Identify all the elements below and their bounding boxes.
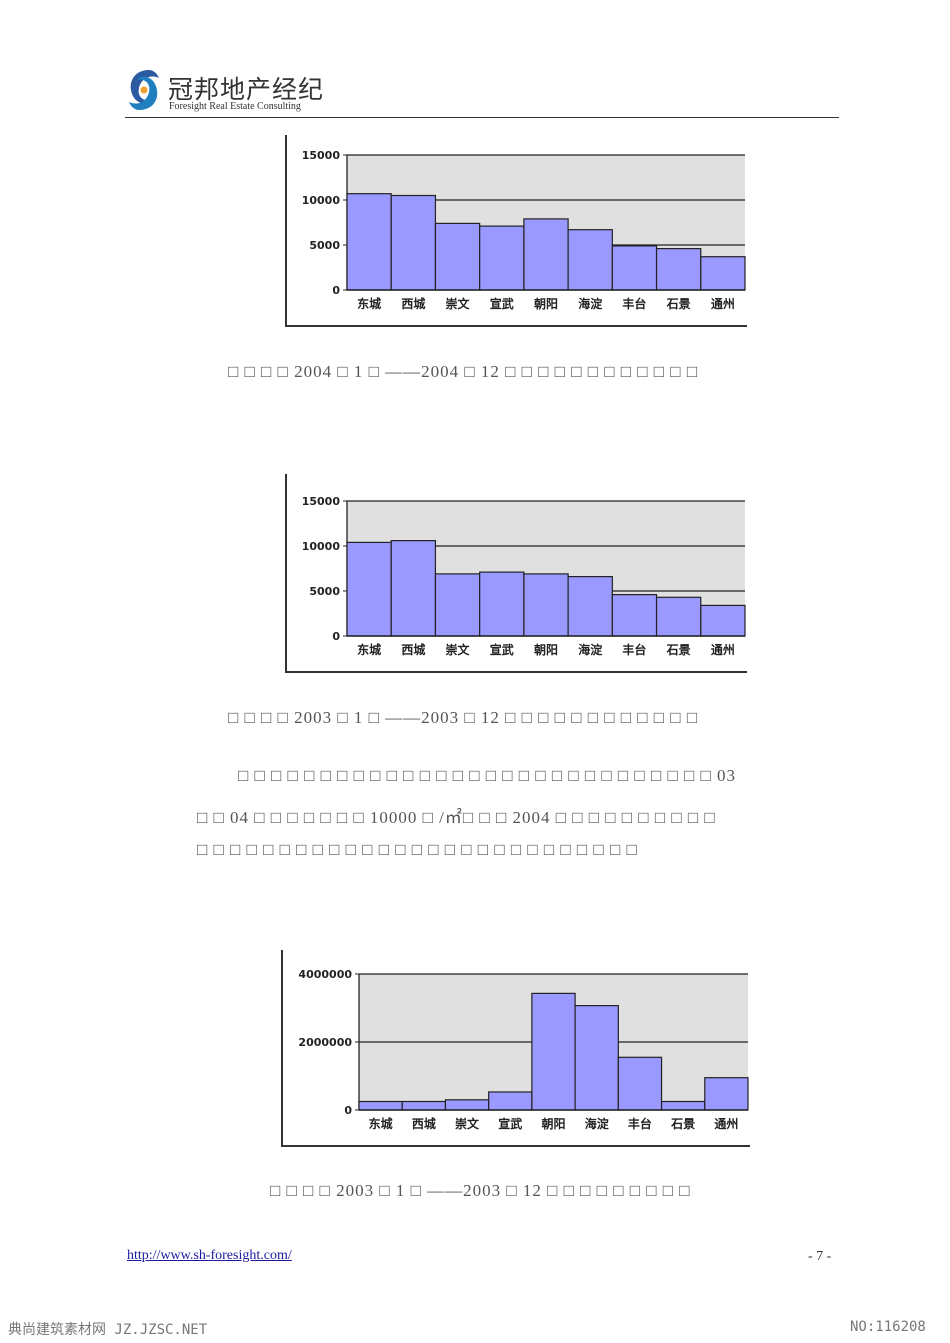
x-tick-label: 通州: [711, 642, 735, 657]
x-tick-label: 崇文: [446, 296, 471, 311]
x-tick-label: 东城: [357, 642, 381, 657]
bar: [567, 575, 613, 637]
x-tick-label: 通州: [711, 296, 735, 311]
y-tick-label: 4000000: [298, 968, 352, 981]
x-tick-label: 东城: [369, 1116, 393, 1131]
bar: [523, 218, 569, 291]
x-tick-label: 海淀: [578, 296, 603, 311]
footer-website-link[interactable]: http://www.sh-foresight.com/: [127, 1248, 292, 1263]
y-tick-label: 5000: [309, 585, 340, 598]
header-divider: [125, 117, 839, 118]
y-tick-label: 0: [344, 1104, 352, 1117]
bar: [655, 596, 702, 637]
bar: [611, 593, 658, 637]
page-number: - 7 -: [808, 1249, 832, 1264]
x-tick-label: 西城: [412, 1116, 436, 1131]
x-tick-label: 宣武: [490, 296, 514, 311]
x-tick-label: 崇文: [446, 642, 471, 657]
x-tick-label: 丰台: [628, 1116, 652, 1131]
x-tick-label: 崇文: [455, 1116, 480, 1131]
y-tick-label: 0: [332, 630, 340, 643]
bar: [390, 539, 437, 637]
body-paragraph-line-3: □ □ □ □ □ □ □ □ □ □ □ □ □ □ □ □ □ □ □ □ …: [197, 840, 638, 859]
bar-chart-2003: 15000 10000 5000 0 东城 西城 崇文 宣武 朝阳 海淀 丰台 石景 通州: [285, 474, 747, 673]
bar: [346, 541, 392, 637]
body-paragraph-line-1: □ □ □ □ □ □ □ □ □ □ □ □ □ □ □ □ □ □ □ □ …: [238, 766, 737, 785]
bar: [479, 225, 525, 291]
bar: [574, 1005, 619, 1111]
x-tick-label: 宣武: [490, 642, 514, 657]
x-tick-label: 海淀: [578, 642, 603, 657]
x-tick-label: 西城: [401, 296, 425, 311]
bar: [488, 1091, 533, 1111]
bar: [444, 1099, 490, 1111]
chart-1-caption: □ □ □ □ 2004 □ 1 □ ——2004 □ 12 □ □ □ □ □…: [228, 362, 699, 381]
bar: [567, 229, 613, 291]
y-tick-label: 10000: [302, 540, 341, 553]
bar: [655, 247, 702, 291]
logo-company-name-cn: 冠邦地产经纪: [168, 75, 325, 104]
x-tick-label: 朝阳: [534, 642, 558, 657]
chart-2-caption: □ □ □ □ 2003 □ 1 □ ——2003 □ 12 □ □ □ □ □…: [228, 708, 699, 727]
foresight-logo-icon: [129, 70, 159, 110]
watermark-id: NO:116208: [850, 1319, 926, 1335]
x-tick-label: 西城: [401, 642, 425, 657]
x-tick-label: 通州: [714, 1116, 738, 1131]
watermark-site: 典尚建筑素材网 JZ.JZSC.NET: [8, 1322, 208, 1338]
bar-chart-2004: 15000 10000 5000 0 东城 西城 崇文 宣武 朝阳 海淀 丰台 石景 通州: [285, 135, 747, 327]
bar: [660, 1100, 706, 1111]
bar: [700, 604, 746, 637]
x-tick-label: 丰台: [622, 296, 646, 311]
bar-chart-2003-volume: 4000000 2000000 0 东城 西城 崇文 宣武 朝阳 海淀 丰台 石景 通州: [281, 950, 750, 1147]
x-tick-label: 石景: [666, 643, 691, 657]
x-tick-label: 丰台: [622, 642, 646, 657]
bar: [523, 573, 569, 637]
logo-company-name-en: Foresight Real Estate Consulting: [169, 101, 301, 112]
x-tick-label: 宣武: [498, 1116, 522, 1131]
x-tick-label: 石景: [670, 1117, 695, 1131]
x-tick-label: 朝阳: [541, 1116, 565, 1131]
bar: [700, 256, 746, 291]
bar: [479, 571, 525, 637]
x-tick-label: 海淀: [585, 1116, 610, 1131]
y-tick-label: 5000: [309, 239, 340, 252]
bar: [617, 1056, 663, 1111]
bar: [704, 1077, 749, 1111]
bar: [611, 245, 658, 291]
x-tick-label: 石景: [666, 297, 691, 311]
y-tick-label: 15000: [302, 495, 341, 508]
x-tick-label: 朝阳: [534, 296, 558, 311]
bar: [434, 573, 481, 637]
bar: [390, 194, 437, 291]
body-paragraph-line-2: □ □ 04 □ □ □ □ □ □ □ 10000 □ /㎡□ □ □ 200…: [197, 808, 716, 827]
bar: [401, 1100, 447, 1111]
y-tick-label: 2000000: [298, 1036, 352, 1049]
bar: [531, 992, 576, 1111]
bar: [434, 222, 481, 291]
y-tick-label: 15000: [302, 149, 341, 162]
y-tick-label: 0: [332, 284, 340, 297]
bar: [346, 193, 392, 291]
chart-3-caption: □ □ □ □ 2003 □ 1 □ ——2003 □ 12 □ □ □ □ □…: [270, 1181, 691, 1200]
bar: [358, 1100, 403, 1111]
y-tick-label: 10000: [302, 194, 341, 207]
x-tick-label: 东城: [357, 296, 381, 311]
